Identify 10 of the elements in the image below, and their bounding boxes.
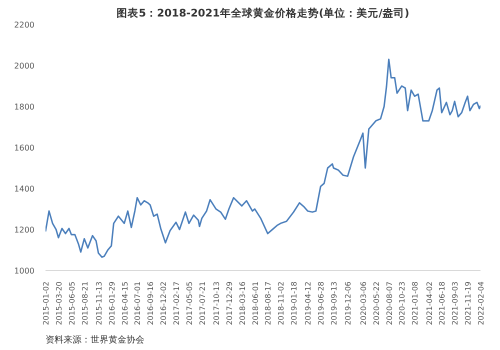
- y-tick-label: 1600: [14, 144, 34, 152]
- y-tick-label: 1400: [14, 184, 34, 194]
- y-tick-label: 1800: [14, 102, 34, 112]
- y-tick-label: 2200: [14, 20, 34, 30]
- y-tick-label: 1000: [14, 266, 34, 276]
- text: 资料来源：世界黄金协会: [46, 334, 144, 346]
- y-tick-label: 1200: [14, 226, 34, 234]
- chart-title: 图表5：2018-2021年全球黄金价格走势(单位：美元/盎司): [116, 6, 410, 20]
- y-tick-label: 2000: [14, 62, 34, 70]
- line-series: [46, 58, 480, 258]
